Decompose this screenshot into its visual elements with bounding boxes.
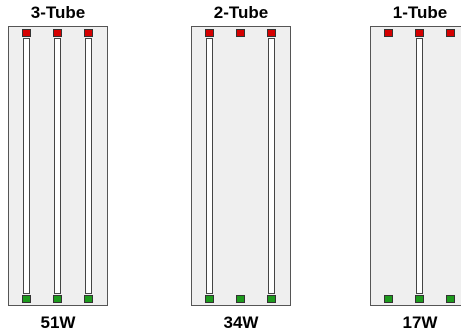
bottom-lamp-holder xyxy=(236,295,245,303)
top-lamp-holder xyxy=(267,29,276,37)
fixture-housing xyxy=(370,26,461,306)
fixture-wattage: 17W xyxy=(402,313,438,332)
fluorescent-tube xyxy=(54,38,61,294)
bottom-lamp-holder xyxy=(205,295,214,303)
fluorescent-tube xyxy=(416,38,423,294)
top-lamp-holder xyxy=(53,29,62,37)
fixture-2: 2-Tube 34W xyxy=(191,0,291,334)
top-lamp-holder xyxy=(84,29,93,37)
fixture-1: 3-Tube 51W xyxy=(8,0,108,334)
fixture-3: 1-Tube 17W xyxy=(370,0,461,334)
top-lamp-holder xyxy=(384,29,393,37)
fixture-wattage: 34W xyxy=(223,313,259,332)
bottom-lamp-holder xyxy=(446,295,455,303)
bottom-lamp-holder xyxy=(53,295,62,303)
fixture-title: 2-Tube xyxy=(213,3,269,22)
fixture-wattage: 51W xyxy=(40,313,76,332)
fixture-title: 3-Tube xyxy=(30,3,86,22)
fluorescent-tube xyxy=(206,38,213,294)
top-lamp-holder xyxy=(236,29,245,37)
bottom-lamp-holder xyxy=(267,295,276,303)
top-lamp-holder xyxy=(22,29,31,37)
bottom-lamp-holder xyxy=(84,295,93,303)
bottom-lamp-holder xyxy=(384,295,393,303)
fluorescent-tube xyxy=(23,38,30,294)
top-lamp-holder xyxy=(446,29,455,37)
bottom-lamp-holder xyxy=(415,295,424,303)
fluorescent-tube xyxy=(85,38,92,294)
fixture-title: 1-Tube xyxy=(392,3,448,22)
fluorescent-tube xyxy=(268,38,275,294)
top-lamp-holder xyxy=(415,29,424,37)
bottom-lamp-holder xyxy=(22,295,31,303)
top-lamp-holder xyxy=(205,29,214,37)
